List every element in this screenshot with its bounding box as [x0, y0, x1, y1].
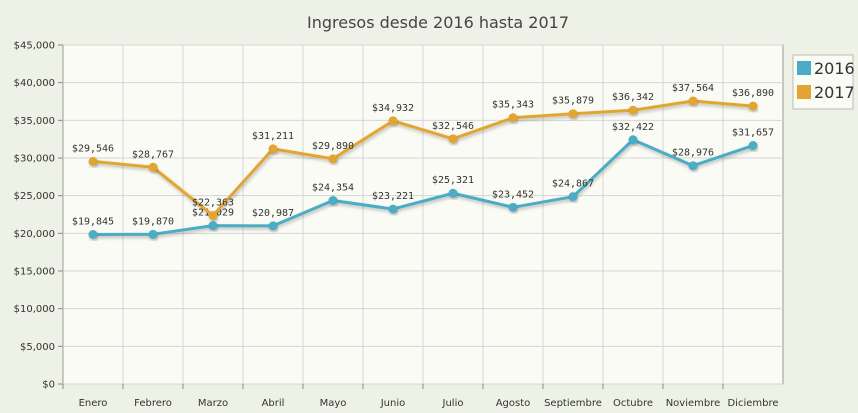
x-tick-label: Febrero [134, 398, 172, 409]
data-label: $23,452 [492, 189, 534, 200]
data-point[interactable] [748, 101, 758, 111]
y-tick-label: $20,000 [14, 229, 55, 240]
legend-label: 2017 [814, 83, 855, 102]
x-tick-label: Noviembre [666, 398, 721, 409]
y-tick-label: $0 [42, 380, 55, 391]
data-label: $19,870 [132, 216, 174, 227]
data-label: $24,354 [312, 183, 354, 194]
data-point[interactable] [208, 211, 218, 221]
legend-item-2016[interactable]: 2016 [797, 59, 855, 78]
data-label: $31,657 [732, 128, 774, 139]
data-point[interactable] [508, 113, 518, 123]
data-label: $29,890 [312, 141, 354, 152]
data-point[interactable] [448, 188, 458, 198]
data-label: $35,343 [492, 100, 534, 111]
data-point[interactable] [328, 196, 338, 206]
data-point[interactable] [388, 116, 398, 126]
y-tick-label: $15,000 [14, 267, 55, 278]
data-label: $25,321 [432, 175, 474, 186]
data-label: $32,422 [612, 122, 654, 133]
y-tick-label: $45,000 [14, 41, 55, 52]
x-tick-label: Octubre [613, 398, 653, 409]
y-tick-label: $35,000 [14, 116, 55, 127]
y-tick-label: $40,000 [14, 78, 55, 89]
x-tick-label: Septiembre [544, 398, 602, 409]
data-point[interactable] [388, 204, 398, 214]
series-line [92, 138, 754, 237]
legend-item-2017[interactable]: 2017 [797, 83, 855, 102]
x-tick-label: Diciembre [727, 398, 778, 409]
data-point[interactable] [88, 230, 98, 240]
y-tick-label: $30,000 [14, 154, 55, 165]
legend-swatch [797, 61, 811, 75]
data-label: $29,546 [72, 143, 114, 154]
data-label: $37,564 [672, 83, 714, 94]
x-axis: Enero Febrero Marzo Abril Mayo Junio Julio Agos… [62, 384, 779, 409]
x-tick-label: Enero [79, 398, 108, 409]
data-point[interactable] [508, 202, 518, 212]
data-point[interactable] [628, 135, 638, 145]
data-point[interactable] [328, 154, 338, 164]
legend-label: 2016 [814, 59, 855, 78]
data-label: $19,845 [72, 217, 114, 228]
series: $19,845$19,870$21,029$20,987$24,354$23,2… [72, 83, 774, 240]
data-label: $36,342 [612, 92, 654, 103]
data-point[interactable] [268, 221, 278, 231]
legend[interactable]: 2016 2017 [792, 54, 855, 110]
data-point[interactable] [148, 162, 158, 172]
data-point[interactable] [568, 192, 578, 202]
data-point[interactable] [688, 161, 698, 171]
data-point[interactable] [148, 229, 158, 239]
y-tick-label: $5,000 [20, 342, 55, 353]
data-label: $28,767 [132, 149, 174, 160]
series-line [92, 99, 754, 218]
y-axis: $0 $5,000 $10,000 $15,000 $20,000 $25,000 $30,… [14, 41, 63, 391]
series-2017: $29,546 $28,767 $22,363 $31,211 $29,890 $34,9… [72, 83, 774, 221]
y-tick-label: $25,000 [14, 191, 55, 202]
data-point[interactable] [628, 105, 638, 115]
series-2016: $19,845$19,870$21,029$20,987$24,354$23,2… [72, 122, 774, 240]
data-label: $36,890 [732, 88, 774, 99]
y-tick-label: $10,000 [14, 304, 55, 315]
data-label: $32,546 [432, 121, 474, 132]
data-point[interactable] [688, 96, 698, 106]
x-tick-label: Mayo [320, 398, 347, 409]
data-label: $23,221 [372, 191, 414, 202]
x-tick-label: Abril [262, 398, 285, 409]
data-point[interactable] [448, 134, 458, 144]
data-point[interactable] [568, 109, 578, 119]
data-point[interactable] [88, 156, 98, 166]
x-tick-label: Marzo [198, 398, 228, 409]
data-point[interactable] [748, 141, 758, 151]
x-tick-label: Julio [442, 398, 464, 409]
data-label: $24,867 [552, 179, 594, 190]
chart-title: Ingresos desde 2016 hasta 2017 [307, 13, 569, 32]
data-label: $22,363 [192, 198, 234, 209]
data-label: $34,932 [372, 103, 414, 114]
x-tick-label: Agosto [496, 398, 531, 409]
data-label: $20,987 [252, 208, 294, 219]
data-point[interactable] [208, 221, 218, 231]
data-label: $31,211 [252, 131, 294, 142]
legend-swatch [797, 85, 811, 99]
x-tick-label: Junio [380, 398, 406, 409]
data-point[interactable] [268, 144, 278, 154]
data-label: $28,976 [672, 148, 714, 159]
data-label: $35,879 [552, 96, 594, 107]
